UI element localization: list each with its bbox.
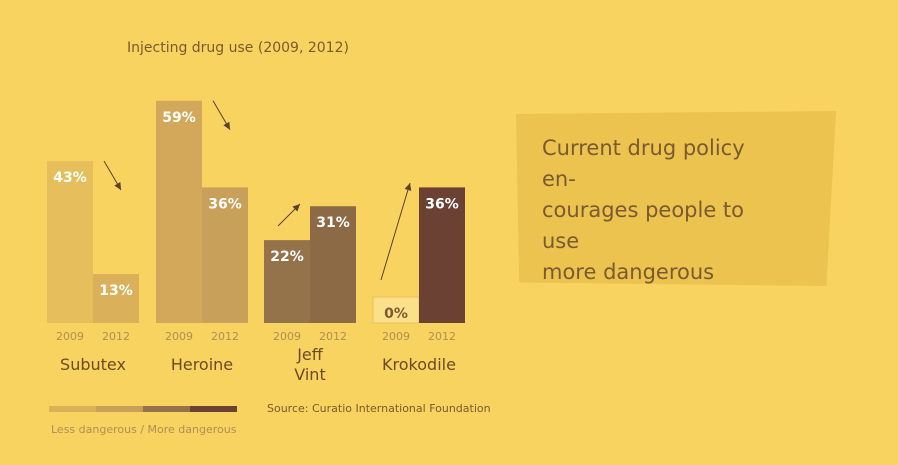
trend-arrow-head-krokodile	[404, 183, 412, 191]
year-label-krokodile-2009: 2009	[382, 330, 410, 343]
year-label-heroine-2012: 2012	[211, 330, 239, 343]
legend	[49, 406, 237, 412]
trend-arrow-head-jeff-vint	[292, 204, 300, 212]
legend-swatch-1	[49, 406, 96, 412]
year-label-jeff-vint-2009: 2009	[273, 330, 301, 343]
trend-arrow-heroine	[212, 100, 231, 131]
trend-arrow-subutex	[103, 160, 122, 191]
callout-text: Current drug policy en- courages people …	[542, 136, 745, 315]
chart-title: Injecting drug use (2009, 2012)	[127, 40, 349, 56]
value-label-subutex-2009: 43%	[53, 170, 87, 186]
callout-box: Current drug policy en- courages people …	[516, 111, 836, 286]
bar-heroine-2009	[156, 100, 202, 324]
category-label-krokodile: Krokodile	[382, 355, 456, 374]
bar-heroine-2012	[202, 187, 248, 323]
trend-arrow-krokodile	[380, 182, 412, 281]
legend-label: Less dangerous / More dangerous	[51, 423, 237, 436]
category-label-jeff-vint: Jeff Vint	[294, 345, 325, 384]
legend-swatch-2	[96, 406, 143, 412]
year-label-subutex-2012: 2012	[102, 330, 130, 343]
trend-arrow-line-krokodile	[380, 182, 411, 281]
year-label-jeff-vint-2012: 2012	[319, 330, 347, 343]
legend-swatch-4	[190, 406, 237, 412]
year-label-subutex-2009: 2009	[56, 330, 84, 343]
trend-arrow-head-heroine	[223, 121, 230, 130]
bar-subutex-2012	[93, 274, 139, 323]
source-note: Source: Curatio International Foundation	[267, 402, 491, 415]
bar-krokodile-2012	[419, 187, 465, 323]
category-label-subutex: Subutex	[60, 355, 126, 374]
value-label-heroine-2009: 59%	[162, 110, 196, 126]
value-label-subutex-2012: 13%	[99, 283, 133, 299]
bar-jeff-vint-2012	[310, 206, 356, 323]
trend-arrow-jeff-vint	[277, 203, 301, 227]
year-label-heroine-2009: 2009	[165, 330, 193, 343]
value-label-krokodile-2012: 36%	[425, 196, 459, 212]
trend-arrow-head-subutex	[114, 182, 121, 191]
value-label-jeff-vint-2009: 22%	[270, 249, 304, 265]
category-label-heroine: Heroine	[171, 355, 233, 374]
bar-subutex-2009	[47, 161, 93, 323]
bar-jeff-vint-2009	[264, 240, 310, 323]
legend-swatch-3	[143, 406, 190, 412]
value-label-krokodile-2009: 0%	[384, 306, 408, 322]
bar-krokodile-2009	[372, 296, 420, 324]
year-label-krokodile-2012: 2012	[428, 330, 456, 343]
value-label-jeff-vint-2012: 31%	[316, 215, 350, 231]
value-label-heroine-2012: 36%	[208, 196, 242, 212]
